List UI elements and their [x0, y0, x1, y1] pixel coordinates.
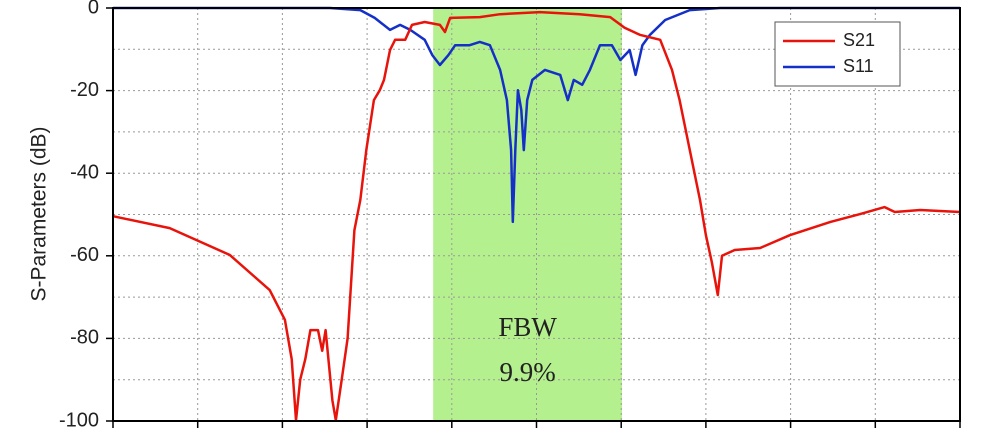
y-tick-label: -80 — [70, 327, 99, 349]
series-line — [113, 6, 960, 224]
y-tick-label: 0 — [88, 0, 99, 18]
legend-box — [774, 21, 901, 87]
y-axis-label: S-Parameters (dB) — [28, 126, 51, 301]
y-tick-label: -100 — [59, 409, 99, 428]
annotation: FBW — [498, 312, 557, 342]
annotation: 9.9% — [499, 357, 555, 387]
y-tick-label: -40 — [70, 161, 99, 183]
plot-frame — [112, 7, 961, 422]
legend-label: S11 — [843, 56, 874, 76]
y-tick-label: -20 — [70, 79, 99, 101]
y-tick-label: -60 — [70, 244, 99, 266]
series-line — [112, 10, 961, 422]
legend-label: S21 — [843, 30, 875, 50]
